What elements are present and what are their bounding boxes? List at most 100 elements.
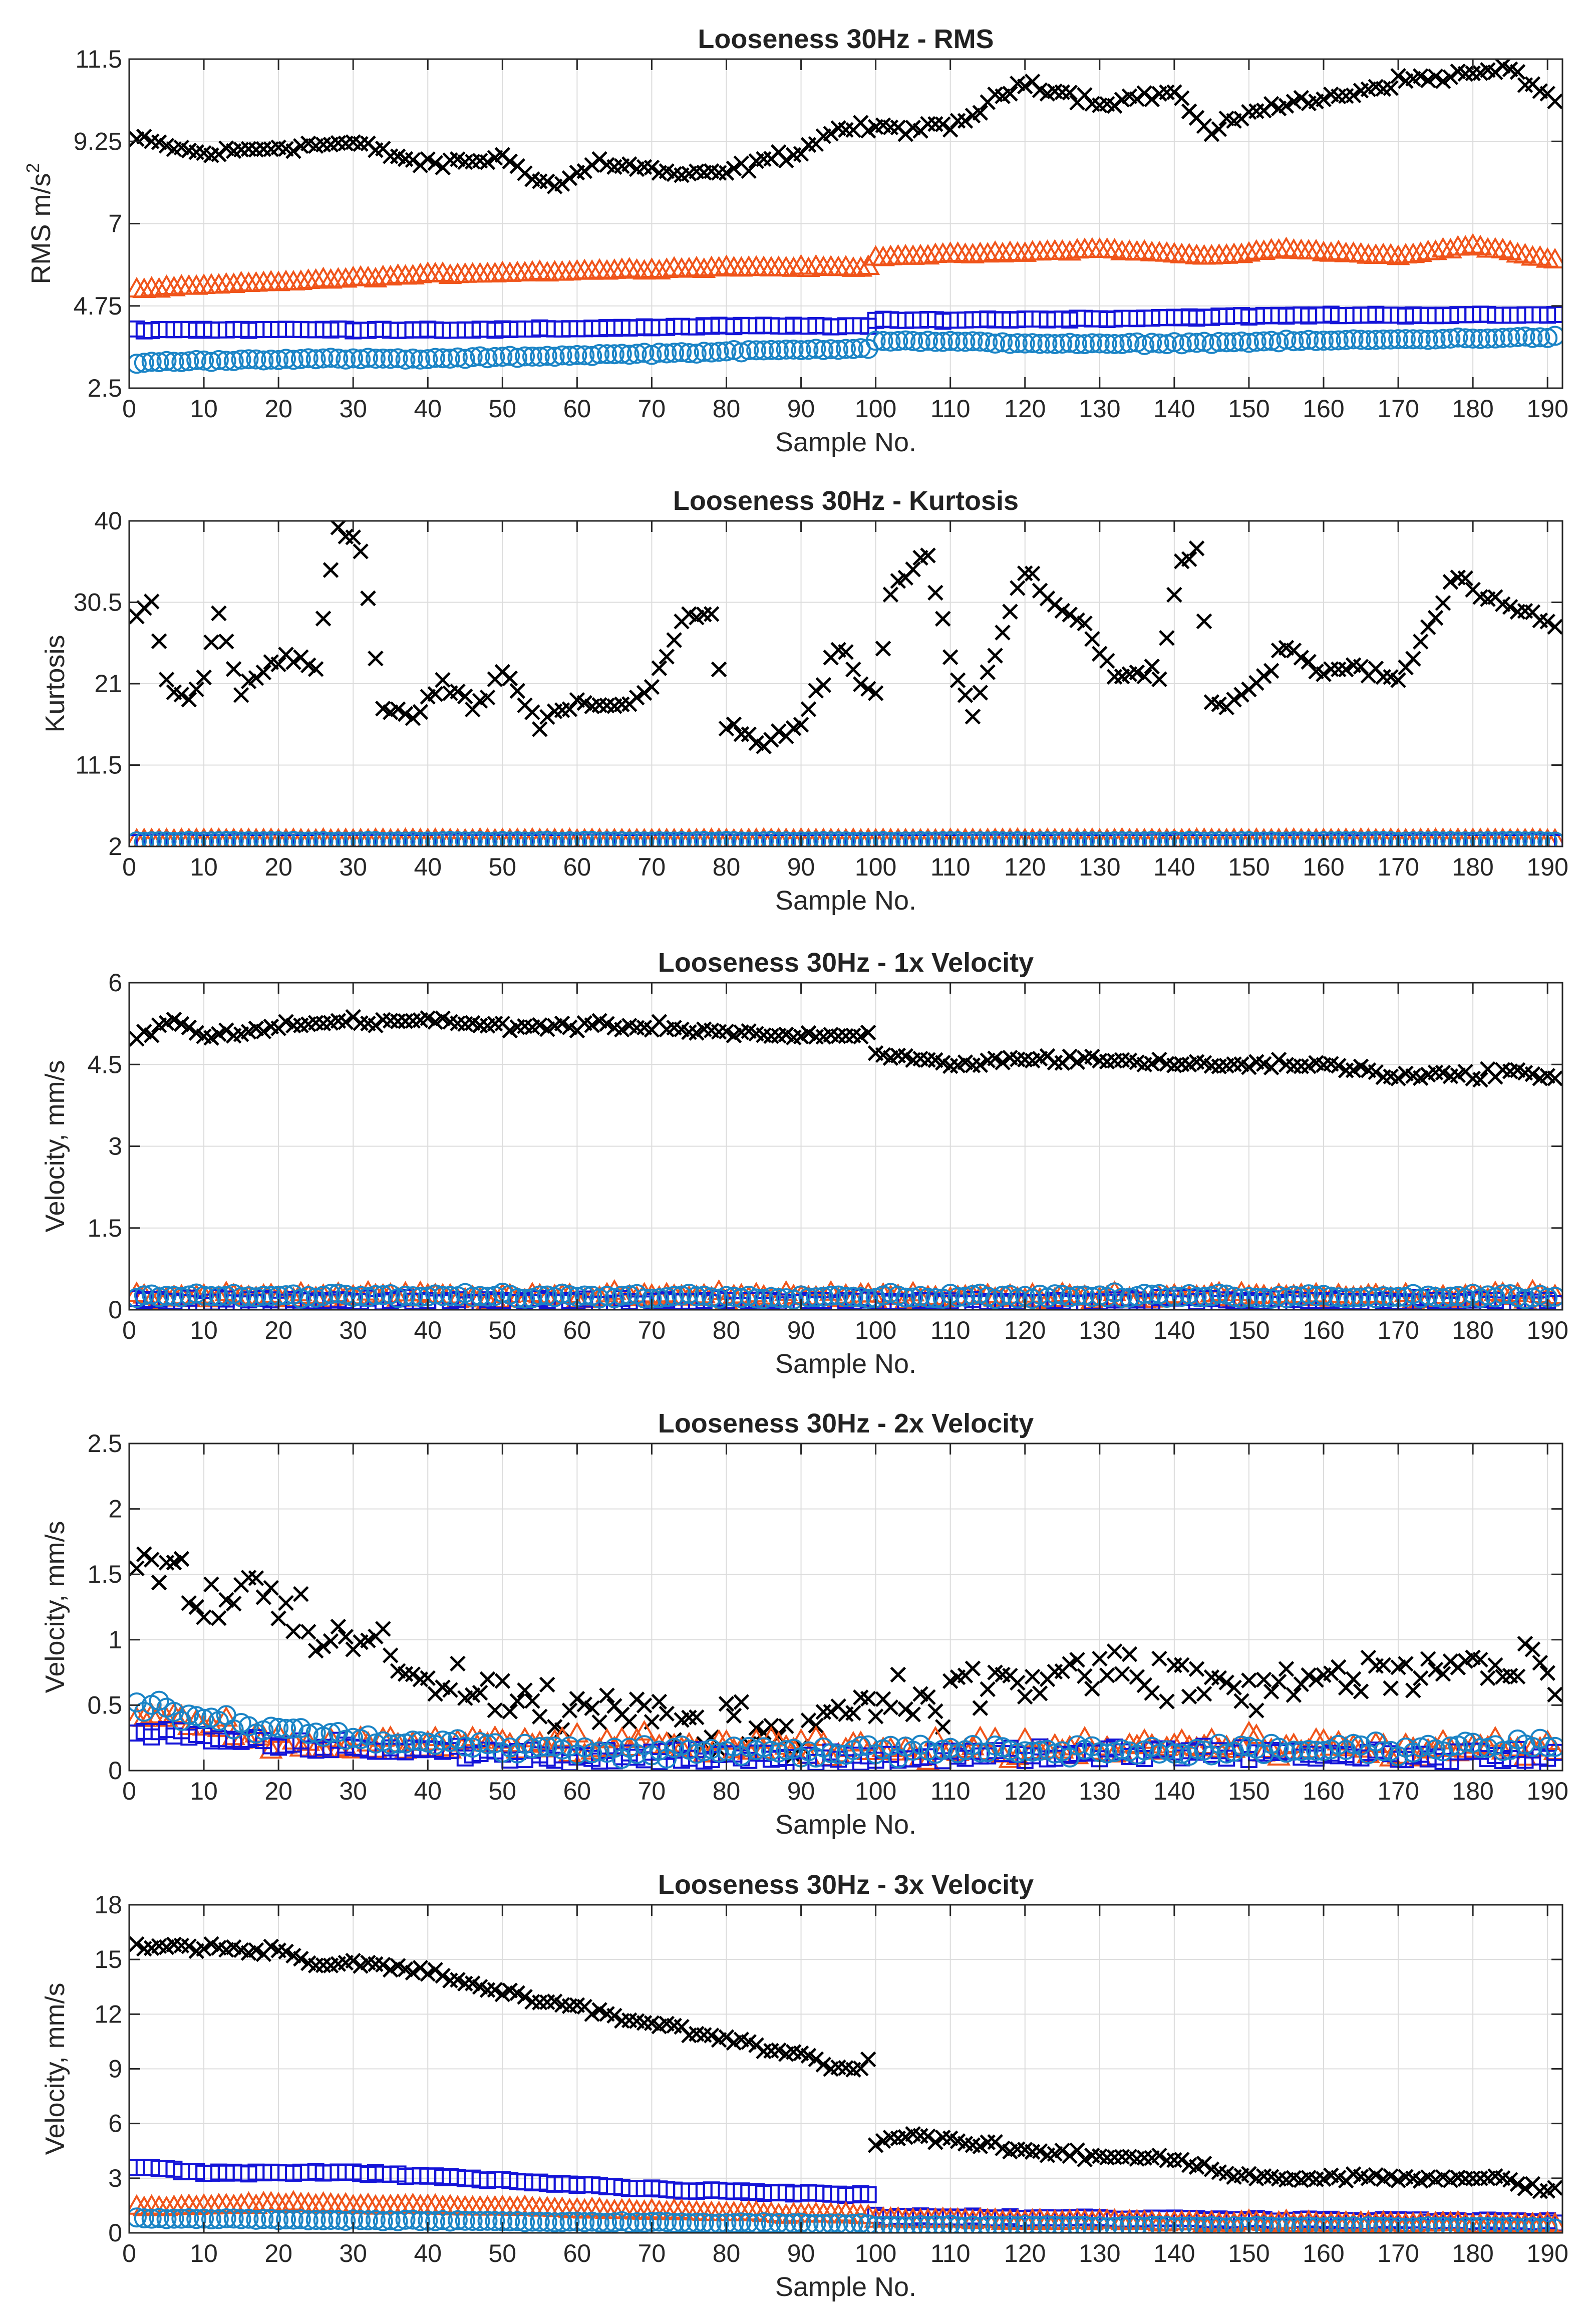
data-point-x xyxy=(800,1025,817,1041)
data-point-triangle xyxy=(1029,827,1051,846)
y-axis-label-text: RMS m/s xyxy=(26,173,56,284)
data-point-circle xyxy=(1433,831,1453,846)
data-point-circle xyxy=(1537,328,1558,348)
data-point-triangle xyxy=(305,827,327,846)
data-point-circle xyxy=(1299,831,1319,846)
data-point-x xyxy=(1010,580,1026,596)
data-point-triangle xyxy=(311,266,336,287)
x-tick-label: 110 xyxy=(930,2239,971,2267)
data-point-x xyxy=(987,1050,1003,1067)
data-point-triangle xyxy=(1514,827,1536,846)
data-point-circle xyxy=(1075,2215,1095,2233)
data-point-circle xyxy=(955,831,976,846)
data-point-circle xyxy=(559,2211,580,2232)
data-point-triangle xyxy=(237,827,260,846)
data-point-triangle xyxy=(804,254,828,275)
data-point-circle xyxy=(1045,1284,1065,1305)
data-point-circle xyxy=(328,831,349,846)
data-point-x xyxy=(1211,1670,1227,1686)
data-point-x xyxy=(1472,1072,1488,1088)
data-point-circle xyxy=(134,831,154,846)
data-point-x xyxy=(330,1618,347,1635)
data-point-circle xyxy=(724,1286,744,1307)
data-point-circle xyxy=(1201,334,1222,354)
data-point-circle xyxy=(1314,831,1334,846)
data-point-circle xyxy=(351,831,371,846)
data-point-circle xyxy=(828,340,849,360)
data-point-circle xyxy=(305,349,326,370)
data-point-circle xyxy=(134,1701,154,1722)
data-point-x xyxy=(323,1633,339,1649)
data-point-circle xyxy=(462,347,483,368)
data-point-circle xyxy=(873,331,893,351)
data-point-triangle xyxy=(289,269,313,291)
data-point-circle xyxy=(1022,2215,1043,2233)
data-point-x xyxy=(278,1595,294,1611)
data-point-circle xyxy=(343,348,364,369)
data-point-triangle xyxy=(132,277,156,299)
data-point-x xyxy=(382,1647,399,1663)
data-point-x xyxy=(539,709,555,725)
data-point-circle xyxy=(1410,329,1431,350)
data-point-circle xyxy=(582,1743,602,1764)
x-tick-label: 60 xyxy=(563,395,591,423)
data-point-circle xyxy=(477,831,498,846)
data-point-triangle xyxy=(865,827,887,846)
data-point-x xyxy=(1099,653,1115,669)
data-point-x xyxy=(867,1708,884,1724)
data-point-circle xyxy=(171,2208,192,2229)
data-point-x xyxy=(517,1682,533,1698)
data-point-circle xyxy=(783,831,804,846)
data-point-circle xyxy=(888,831,908,846)
data-point-circle xyxy=(388,2211,408,2231)
data-point-x xyxy=(405,1964,421,1981)
x-tick-label: 100 xyxy=(855,395,896,423)
data-point-x xyxy=(420,1966,436,1982)
data-point-circle xyxy=(597,344,617,365)
data-point-circle xyxy=(425,831,446,846)
data-point-x xyxy=(211,605,227,622)
data-point-circle xyxy=(963,331,983,352)
data-point-circle xyxy=(261,1716,281,1737)
data-point-circle xyxy=(642,345,662,365)
data-point-circle xyxy=(582,2211,602,2232)
data-point-circle xyxy=(298,1286,318,1306)
data-point-triangle xyxy=(155,274,178,295)
data-point-circle xyxy=(626,831,647,846)
data-point-x xyxy=(390,701,406,717)
data-point-triangle xyxy=(207,827,230,846)
data-point-circle xyxy=(305,1287,326,1308)
data-point-circle xyxy=(1082,1287,1102,1307)
data-point-circle xyxy=(1082,831,1102,846)
data-point-triangle xyxy=(1298,827,1320,846)
data-point-x xyxy=(644,679,660,695)
data-point-triangle xyxy=(454,828,476,846)
x-tick-label: 70 xyxy=(638,395,666,423)
data-point-circle xyxy=(231,831,251,846)
data-point-triangle xyxy=(394,827,417,846)
data-point-x xyxy=(129,1936,145,1952)
data-point-circle xyxy=(1381,2217,1401,2233)
data-point-circle xyxy=(462,2211,483,2231)
data-point-x xyxy=(823,126,839,142)
data-point-circle xyxy=(932,2215,953,2233)
data-point-circle xyxy=(1216,1284,1237,1305)
data-point-circle xyxy=(336,349,356,370)
data-point-triangle xyxy=(282,827,304,846)
data-point-circle xyxy=(290,831,311,846)
data-point-circle xyxy=(694,2212,714,2233)
data-point-circle xyxy=(544,347,565,367)
data-point-circle xyxy=(888,2216,908,2233)
data-point-circle xyxy=(1224,2216,1244,2233)
x-tick-label: 120 xyxy=(1004,853,1046,881)
data-point-circle xyxy=(649,831,670,846)
x-tick-label: 40 xyxy=(414,853,442,881)
data-point-triangle xyxy=(439,827,461,846)
data-point-circle xyxy=(858,831,878,846)
data-point-circle xyxy=(798,831,819,846)
data-point-x xyxy=(345,1952,361,1969)
data-point-circle xyxy=(1186,2216,1207,2233)
data-point-triangle xyxy=(1373,827,1394,846)
data-point-circle xyxy=(276,831,296,846)
data-point-triangle xyxy=(587,258,611,279)
